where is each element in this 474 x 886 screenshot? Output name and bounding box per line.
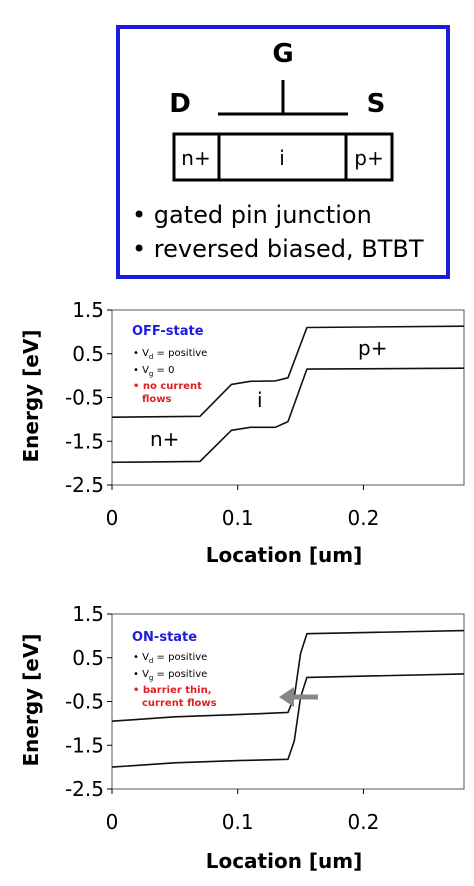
y-tick-label: -2.5 [65,473,104,497]
y-tick-label: -1.5 [65,733,104,757]
x-tick-label: 0.2 [348,810,380,834]
y-axis-label: Energy [eV] [19,330,43,463]
note-vg: • Vg = 0 [133,365,174,378]
region-label-n: n+ [150,427,179,451]
state-title: ON-state [132,630,197,645]
tick-marks [107,613,364,794]
x-tick-labels: 0 0.1 0.2 [106,506,380,530]
x-axis-label: Location [um] [206,543,363,567]
region-n-label: n+ [181,146,210,170]
y-axis-label: Energy [eV] [19,634,43,767]
source-label: S [367,89,386,119]
note-vd: • Vd = positive [133,348,207,361]
y-tick-label: 0.5 [72,646,104,670]
drain-label: D [169,89,191,119]
y-tick-label: -2.5 [65,777,104,801]
on-state-chart: Energy [eV] 1.5 0.5 -0.5 -1.5 -2.5 0 0.1 0.2 O… [19,602,465,873]
y-tick-label: -1.5 [65,429,104,453]
y-tick-label: 1.5 [72,602,104,626]
x-tick-labels: 0 0.1 0.2 [106,810,380,834]
gate-label: G [272,39,293,69]
y-tick-label: -0.5 [65,386,104,410]
y-tick-label: 0.5 [72,342,104,366]
valence-band-line [111,673,465,768]
region-i-label: i [279,146,285,170]
red-note: • barrier thin, [133,685,212,696]
bullet-item: • gated pin junction [132,201,372,229]
x-tick-label: 0.1 [222,810,254,834]
note-vd: • Vd = positive [133,652,207,665]
y-tick-labels: 1.5 0.5 -0.5 -1.5 -2.5 [65,602,104,801]
y-tick-label: 1.5 [72,298,104,322]
device-border [116,25,450,279]
red-note: • no current [133,381,202,392]
tick-marks [107,309,364,490]
red-note-cont: flows [142,394,172,405]
red-note-cont: current flows [142,698,217,709]
valence-band-line [111,367,465,464]
off-state-chart: Energy [eV] 1.5 0.5 -0.5 -1.5 -2.5 0 0.1 0.2 O… [19,298,465,567]
region-label-i: i [257,388,263,412]
left-arrow-icon [279,687,318,707]
x-axis-label: Location [um] [206,849,363,873]
x-tick-label: 0 [106,506,119,530]
note-vg: • Vg = positive [133,669,207,682]
x-tick-label: 0.2 [348,506,380,530]
device-diagram: G D S n+ i p+ • gated pin junction • rev… [116,25,450,279]
y-tick-label: -0.5 [65,690,104,714]
conduction-band-line [111,325,465,418]
region-p-label: p+ [354,146,383,170]
bullet-item: • reversed biased, BTBT [132,235,424,263]
y-tick-labels: 1.5 0.5 -0.5 -1.5 -2.5 [65,298,104,497]
region-label-p: p+ [358,336,387,360]
state-title: OFF-state [132,324,204,339]
x-tick-label: 0.1 [222,506,254,530]
device-body [172,132,394,182]
x-tick-label: 0 [106,810,119,834]
